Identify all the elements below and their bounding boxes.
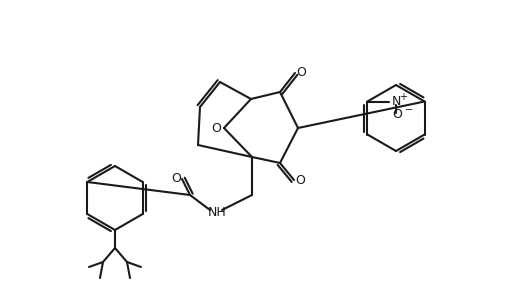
Text: N: N: [391, 95, 401, 108]
Text: O: O: [211, 121, 221, 135]
Text: O: O: [392, 108, 402, 121]
Text: O: O: [171, 173, 181, 185]
Text: NH: NH: [208, 207, 226, 219]
Text: −: −: [405, 105, 414, 115]
Text: O: O: [295, 173, 305, 187]
Text: O: O: [296, 67, 306, 80]
Text: +: +: [400, 92, 407, 101]
